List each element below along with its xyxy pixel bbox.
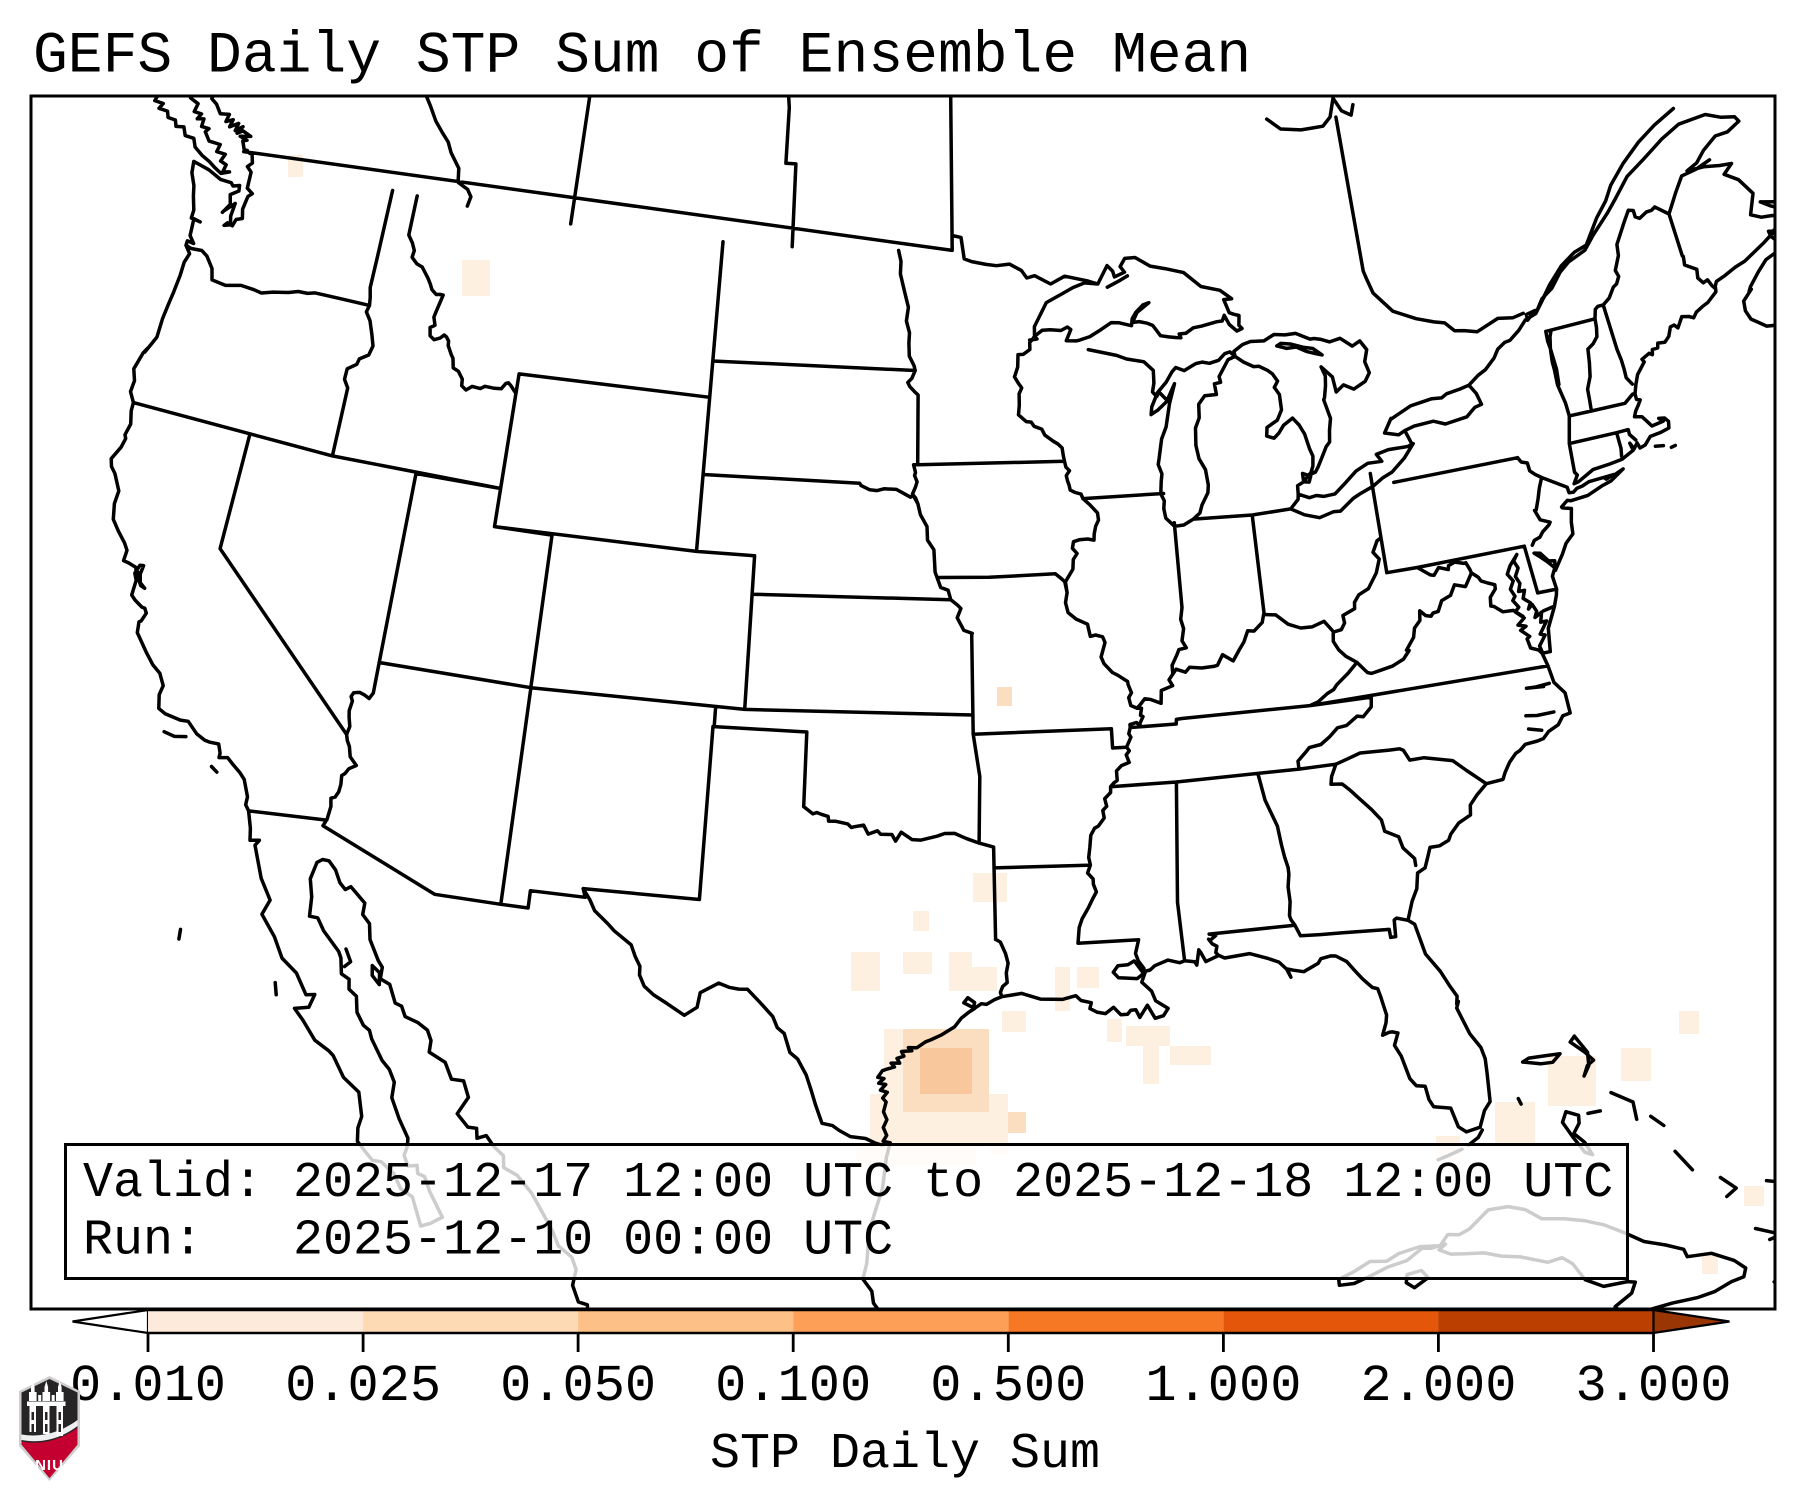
svg-text:0.050: 0.050 bbox=[500, 1357, 656, 1416]
svg-text:0.100: 0.100 bbox=[715, 1357, 871, 1416]
svg-text:0.025: 0.025 bbox=[285, 1357, 441, 1416]
svg-text:1.000: 1.000 bbox=[1145, 1357, 1301, 1416]
svg-text:Run: 2025-12-10 00:00 UTC: Run: 2025-12-10 00:00 UTC bbox=[83, 1213, 893, 1270]
svg-text:GEFS Daily STP Sum of Ensemble: GEFS Daily STP Sum of Ensemble Mean bbox=[33, 25, 1251, 90]
svg-text:STP Daily Sum: STP Daily Sum bbox=[710, 1426, 1100, 1483]
svg-text:Valid: 2025-12-17 12:00 UTC to: Valid: 2025-12-17 12:00 UTC to 2025-12-1… bbox=[83, 1155, 1613, 1212]
svg-text:NIU: NIU bbox=[35, 1457, 64, 1474]
svg-text:3.000: 3.000 bbox=[1575, 1357, 1731, 1416]
svg-text:0.500: 0.500 bbox=[930, 1357, 1086, 1416]
svg-text:0.010: 0.010 bbox=[70, 1357, 226, 1416]
svg-text:2.000: 2.000 bbox=[1360, 1357, 1516, 1416]
